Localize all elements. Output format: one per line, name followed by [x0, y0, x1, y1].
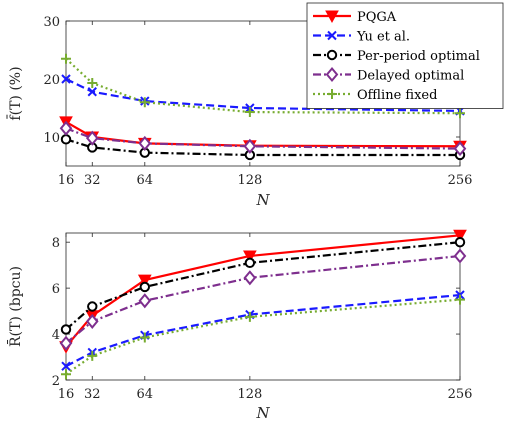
bottom-data-point: [61, 369, 71, 380]
bottom-data-point: [453, 229, 467, 243]
bottom-data-point: [454, 236, 466, 248]
top-data-point: [138, 135, 152, 151]
top-y-tick-label: 30: [43, 15, 60, 30]
top-x-axis-label: N: [255, 191, 270, 209]
legend-entry-label: Per-period optimal: [357, 49, 480, 64]
bottom-data-point: [61, 361, 71, 371]
bottom-data-point: [139, 332, 150, 343]
bottom-data-point: [243, 270, 257, 286]
top-x-tick-label: 16: [58, 173, 75, 188]
bottom-y-tick-label: 8: [52, 236, 60, 251]
bottom-series-line: [65, 241, 461, 331]
top-y-tick-label: 10: [43, 131, 60, 146]
legend-marker: [325, 66, 339, 83]
bottom-series-line: [65, 293, 461, 368]
legend-entry-label: Delayed optimal: [357, 69, 464, 84]
bottom-data-point: [243, 250, 257, 264]
bottom-data-point: [60, 324, 72, 335]
top-data-point: [139, 97, 150, 108]
bottom-data-point: [244, 311, 255, 322]
top-x-tick-label: 32: [84, 173, 101, 188]
legend-marker: [327, 89, 337, 99]
top-series-line: [65, 120, 461, 148]
bottom-y-tick-label: 4: [52, 328, 60, 343]
top-data-point: [85, 130, 99, 146]
bottom-data-point: [137, 274, 152, 288]
top-data-point: [60, 134, 72, 145]
legend-marker: [325, 10, 339, 24]
legend-entry-label: Yu et al.: [356, 30, 410, 45]
top-x-tick-label: 128: [237, 173, 262, 188]
top-chart: 16 32 64 128 256 10 20 30 Nf̄(T) (%): [6, 15, 472, 209]
bottom-x-tick-label: 64: [137, 387, 154, 402]
legend-entry-label: Offline fixed: [357, 88, 437, 103]
legend-marker: [327, 30, 337, 41]
bottom-x-tick-label: 32: [84, 387, 101, 402]
bottom-data-point: [453, 248, 467, 264]
bottom-x-tick-label: 128: [237, 387, 262, 402]
bottom-data-point: [87, 301, 98, 312]
top-y-axis-label: f̄(T) (%): [6, 66, 24, 120]
top-data-point: [244, 107, 255, 118]
legend-entry-label: PQGA: [357, 10, 397, 25]
bottom-x-tick-label: 256: [448, 387, 473, 402]
bottom-data-point: [59, 335, 73, 351]
top-data-point: [59, 120, 73, 136]
top-data-point: [455, 108, 465, 119]
top-data-point: [87, 78, 98, 89]
top-x-tick-label: 256: [448, 173, 473, 188]
legend: PQGA Yu et al. Per-period optimal Delayed o…: [306, 2, 504, 109]
bottom-data-point: [244, 257, 256, 269]
top-data-point: [61, 53, 71, 64]
bottom-series-line: [65, 234, 461, 348]
bottom-data-point: [139, 281, 151, 293]
bottom-y-tick-label: 6: [52, 282, 60, 297]
top-data-point: [243, 138, 257, 154]
bottom-x-axis-label: N: [255, 404, 270, 422]
bottom-y-tick-label: 2: [52, 374, 60, 389]
legend-marker: [326, 49, 338, 61]
top-x-tick-label: 64: [137, 173, 154, 188]
top-series-line: [65, 78, 461, 112]
top-data-point: [87, 87, 97, 97]
bottom-data-point: [85, 313, 99, 329]
bottom-series-line: [65, 298, 461, 376]
top-data-point: [61, 74, 71, 84]
bottom-axes-frame: [65, 232, 461, 381]
top-data-point: [453, 141, 467, 157]
bottom-y-axis-label: R̄(T) (bpcu): [6, 266, 24, 347]
top-y-tick-label: 20: [43, 73, 60, 88]
bottom-series-line: [65, 254, 461, 345]
bottom-data-point: [138, 293, 152, 309]
legend-box: [306, 2, 504, 109]
bottom-chart: 16 32 64 128 256 2 4 6 8 N R̄(T) (bpcu): [6, 229, 473, 422]
bottom-data-point: [87, 350, 98, 361]
bottom-data-point: [455, 294, 465, 305]
bottom-x-tick-label: 16: [58, 387, 75, 402]
